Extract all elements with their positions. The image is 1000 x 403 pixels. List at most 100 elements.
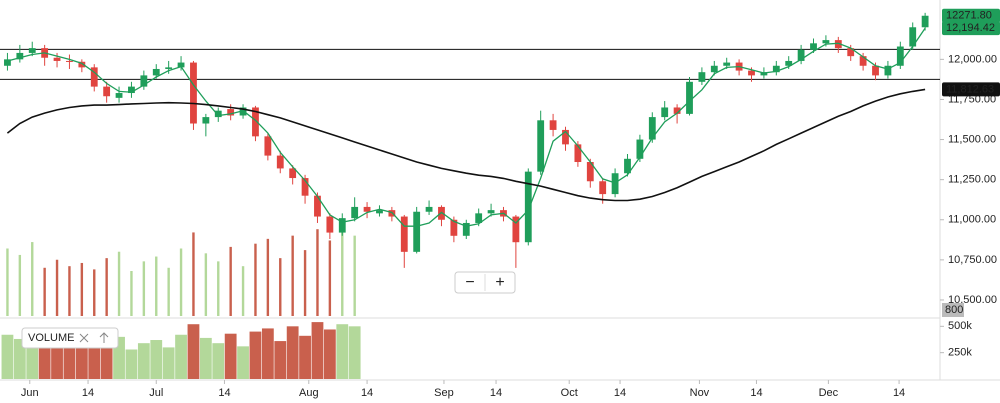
volume-bar <box>13 338 26 379</box>
line-value-label: 11,812.63 <box>946 83 994 95</box>
x-tick-label: 14 <box>614 387 626 399</box>
candle-body <box>921 15 929 28</box>
candle-body <box>338 218 346 233</box>
volume-overlay-bar <box>155 256 158 316</box>
candle-body <box>487 210 495 214</box>
volume-overlay-bar <box>130 271 133 316</box>
moving-average-line <box>6 88 926 202</box>
candle-body <box>177 62 185 68</box>
line-value-box <box>942 21 1000 36</box>
volume-bar <box>75 344 88 379</box>
candle-body <box>562 129 569 145</box>
x-tick-label: Dec <box>819 387 839 399</box>
volume-overlay-bar <box>316 229 319 316</box>
candle-body <box>301 178 309 196</box>
volume-overlay-bar <box>117 251 121 316</box>
candle-body <box>227 109 235 116</box>
y-tick-label: 10,750.00 <box>948 254 997 266</box>
arrow-icon[interactable] <box>99 332 109 343</box>
candle-body <box>723 62 731 66</box>
x-tick-label: 14 <box>218 387 230 399</box>
y-tick-label: 11,500.00 <box>948 133 996 145</box>
zoom-in[interactable]: + <box>495 274 504 291</box>
volume-bar <box>100 341 113 379</box>
volume-bar <box>51 342 63 379</box>
volume-bar <box>274 341 287 379</box>
candle-body <box>376 210 383 214</box>
candle-body <box>152 68 160 76</box>
candle-body <box>909 27 917 47</box>
volume-bar <box>237 346 249 379</box>
line-value-label: 12,194.42 <box>946 22 995 34</box>
y-tick-label: 11,250.00 <box>948 174 996 186</box>
volume-bar <box>286 326 299 379</box>
candle-body <box>810 43 817 50</box>
volume-overlay-bar <box>241 266 245 316</box>
x-tick-label: Aug <box>299 387 319 399</box>
volume-bar <box>224 333 237 379</box>
volume-overlay-bar <box>18 254 22 316</box>
volume-bar <box>1 334 14 379</box>
candle-body <box>524 171 532 243</box>
volume-legend: VOLUME <box>21 327 119 349</box>
volume-overlay-bar <box>303 250 307 316</box>
candle-body <box>28 48 36 53</box>
candle-body <box>475 213 483 223</box>
volume-overlay-bar <box>328 240 332 316</box>
volume-tick-label: 250k <box>948 347 972 359</box>
last-price-box <box>942 8 1000 23</box>
candle-body <box>202 117 210 124</box>
volume-overlay-bar <box>353 235 356 316</box>
volume-overlay-bar <box>93 269 96 316</box>
candle-body <box>785 60 793 66</box>
moving-average-line <box>7 27 926 227</box>
volume-bar <box>63 346 76 379</box>
overlay-label: 800 <box>945 304 963 316</box>
zoom-out[interactable]: − <box>465 274 474 291</box>
volume-overlay-bar <box>167 267 170 316</box>
volume-overlay-bar <box>266 238 270 316</box>
x-tick-label: 14 <box>893 387 905 399</box>
candle-body <box>698 72 706 82</box>
volume-bar <box>249 331 262 379</box>
candle-body <box>190 62 197 124</box>
y-tick-label: 10,500.00 <box>948 294 997 306</box>
volume-bar <box>311 322 324 379</box>
overlay-label-box <box>942 303 964 317</box>
candle-body <box>760 72 768 76</box>
volume-bar <box>88 348 101 379</box>
volume-bar <box>199 337 212 379</box>
legend-label: VOLUME <box>28 332 74 344</box>
candle-body <box>586 162 594 182</box>
candle-body <box>314 195 321 217</box>
candle-body <box>537 120 545 172</box>
volume-overlay-bar <box>291 235 294 316</box>
line-value-box <box>942 82 1000 97</box>
candle-body <box>264 136 272 156</box>
candle-body <box>512 216 520 243</box>
volume-bar <box>113 336 125 379</box>
volume-bar <box>212 343 225 379</box>
candle-body <box>326 216 334 233</box>
candle-body <box>425 206 433 212</box>
close-icon[interactable] <box>79 333 89 343</box>
volume-overlay-bar <box>179 248 183 316</box>
volume-overlay-bar <box>142 261 146 316</box>
volume-bar <box>323 329 336 379</box>
candle-body <box>16 52 24 60</box>
x-tick-label: 14 <box>82 387 94 399</box>
x-tick-label: Sep <box>434 387 454 399</box>
volume-overlay-bar <box>105 258 108 316</box>
candle-body <box>450 219 458 236</box>
y-tick-label: 11,000.00 <box>948 214 996 226</box>
volume-overlay-bar <box>31 242 34 316</box>
candle-body <box>673 107 681 114</box>
volume-bar <box>137 343 150 379</box>
volume-bar <box>299 335 311 379</box>
volume-bar <box>162 347 175 379</box>
volume-overlay-bar <box>254 243 257 316</box>
volume-bar <box>261 328 274 379</box>
volume-overlay-bar <box>229 246 232 316</box>
volume-bar <box>348 326 361 379</box>
